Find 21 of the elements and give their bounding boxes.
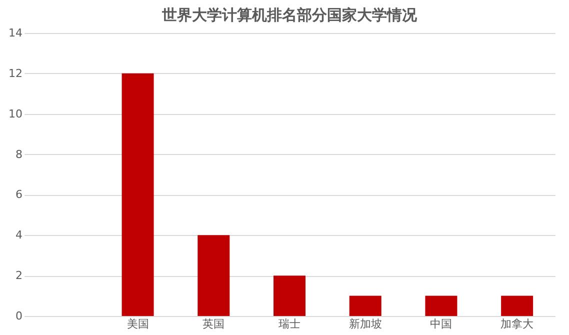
- y-tick-label: 12: [8, 66, 22, 80]
- bar: [198, 235, 230, 316]
- y-tick-label: 0: [16, 310, 22, 322]
- x-tick-label: 英国: [202, 318, 225, 330]
- y-tick-label: 14: [8, 26, 22, 40]
- x-tick-label: 瑞士: [278, 318, 300, 330]
- bar: [425, 296, 458, 316]
- x-tick-label: 加拿大: [500, 318, 534, 330]
- x-tick-label: 美国: [126, 318, 149, 330]
- bar: [274, 276, 306, 316]
- x-tick-label: 新加坡: [348, 318, 382, 330]
- x-tick-label: 中国: [430, 318, 452, 330]
- chart-title: 世界大学计算机排名部分国家大学情况: [161, 6, 418, 24]
- bar: [501, 296, 534, 316]
- y-tick-label: 10: [8, 107, 22, 120]
- y-tick-label: 4: [16, 228, 22, 242]
- bar: [122, 73, 154, 316]
- y-tick-label: 6: [16, 188, 22, 202]
- y-tick-label: 8: [16, 148, 22, 161]
- bar: [349, 296, 382, 316]
- y-tick-label: 2: [16, 269, 22, 282]
